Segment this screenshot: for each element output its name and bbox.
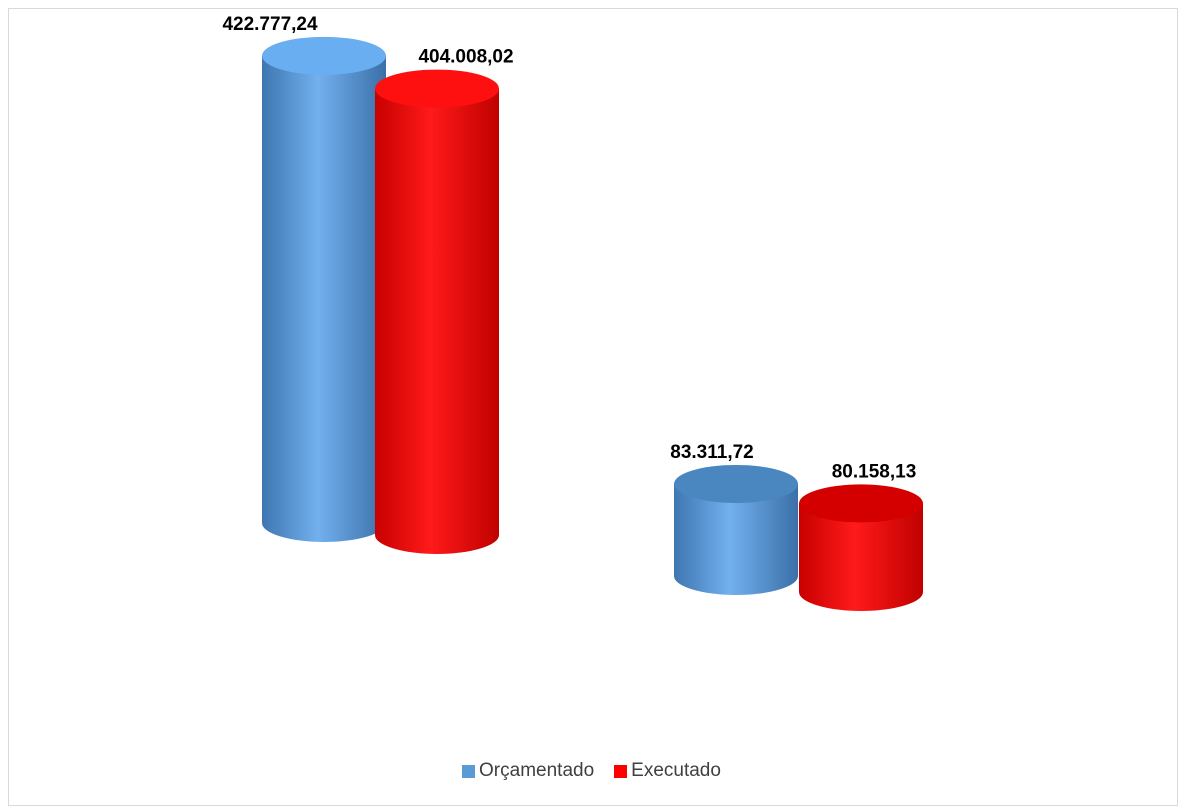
- legend-item-executado: Executado: [614, 760, 721, 782]
- cylinder-top: [799, 484, 923, 523]
- data-label: 80.158,13: [832, 461, 917, 482]
- data-label: 83.311,72: [670, 442, 753, 463]
- cylinder-top: [262, 36, 386, 75]
- cylinder-body: [375, 88, 499, 554]
- data-label: 404.008,02: [418, 47, 513, 68]
- legend-swatch-orcamentado: [462, 764, 476, 778]
- chart-frame: [8, 8, 1178, 806]
- cylinder-top: [674, 464, 798, 503]
- legend-item-orcamentado: Orçamentado: [462, 760, 594, 782]
- legend-label-executado: Executado: [631, 760, 721, 781]
- cylinder-body: [262, 55, 386, 543]
- bar-executado-1: [375, 69, 499, 554]
- legend-label-orcamentado: Orçamentado: [479, 760, 595, 781]
- cylinder-top: [375, 69, 499, 108]
- legend-swatch-executado: [614, 764, 628, 778]
- bar-orcamentado-1: [262, 36, 386, 543]
- data-label: 422.777,24: [222, 14, 318, 35]
- bar-orcamentado-2: [674, 464, 798, 595]
- legend: Orçamentado Executado: [0, 760, 1183, 782]
- cylinder-body: [674, 483, 798, 595]
- bar-executado-2: [799, 484, 923, 611]
- cylinder-body: [799, 503, 923, 611]
